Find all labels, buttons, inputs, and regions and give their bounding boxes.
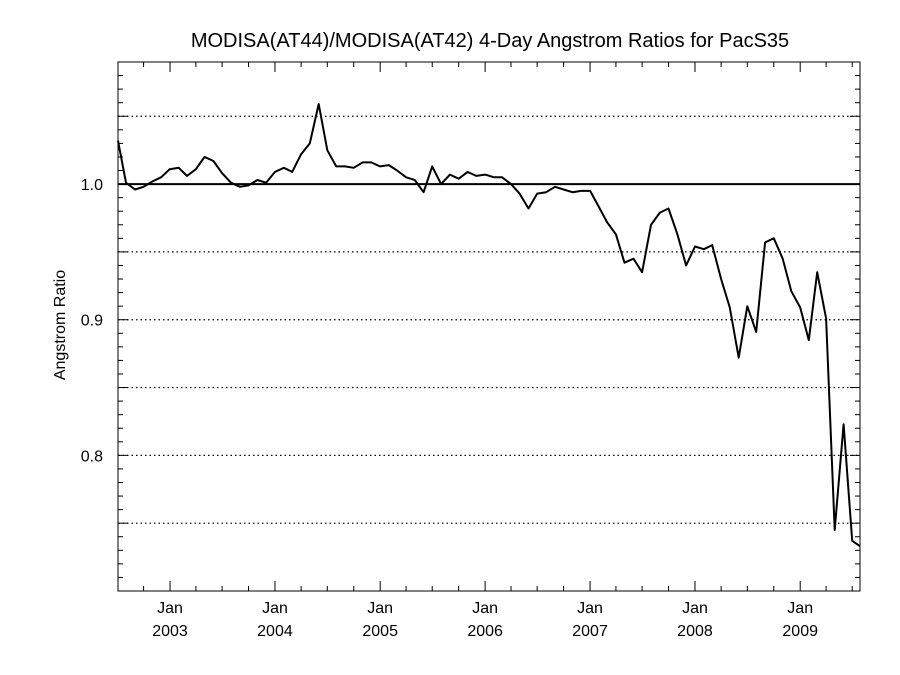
plot-frame bbox=[117, 61, 861, 592]
x-tick-label-year: 2009 bbox=[782, 623, 818, 640]
x-tick-label-month: Jan bbox=[157, 600, 183, 617]
x-tick-label-year: 2006 bbox=[467, 623, 503, 640]
y-tick-label: 0.9 bbox=[81, 313, 103, 330]
y-tick-label: 0.8 bbox=[81, 448, 103, 465]
x-tick-label-year: 2004 bbox=[257, 623, 293, 640]
x-tick-label-month: Jan bbox=[682, 600, 708, 617]
series-line bbox=[117, 103, 861, 548]
x-tick-label-year: 2005 bbox=[362, 623, 398, 640]
x-tick-label-year: 2007 bbox=[572, 623, 608, 640]
chart-title: MODISA(AT44)/MODISA(AT42) 4-Day Angstrom… bbox=[190, 30, 790, 52]
x-tick-label-month: Jan bbox=[787, 600, 813, 617]
x-tick-label-month: Jan bbox=[577, 600, 603, 617]
x-tick-label-month: Jan bbox=[472, 600, 498, 617]
y-tick-label: 1.0 bbox=[81, 177, 103, 194]
x-tick-label-year: 2008 bbox=[677, 623, 713, 640]
x-tick-label-month: Jan bbox=[262, 600, 288, 617]
x-tick-label-year: 2003 bbox=[152, 623, 188, 640]
x-tick-label-month: Jan bbox=[367, 600, 393, 617]
